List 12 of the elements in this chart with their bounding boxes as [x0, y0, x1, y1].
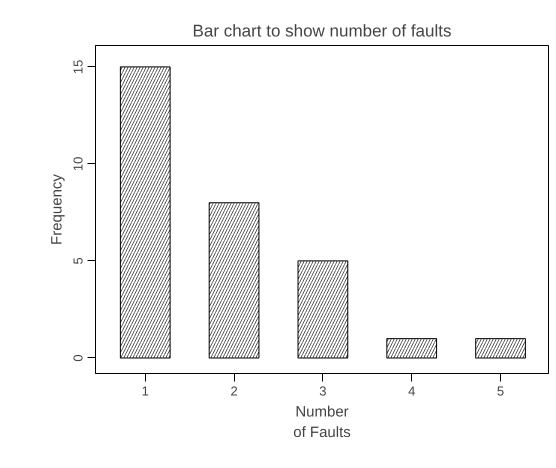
x-tick-label: 1	[142, 384, 149, 398]
y-axis-title: Frequency	[48, 174, 66, 245]
chart-title: Bar chart to show number of faults	[192, 22, 452, 40]
y-tick-label: 10	[70, 156, 86, 172]
x-tick-label: 2	[230, 384, 238, 398]
y-tick-label: 15	[70, 60, 86, 74]
x-axis-title: Number of Faults	[293, 404, 351, 441]
y-tick-label: 0	[70, 354, 86, 362]
x-tick-label: 5	[496, 384, 504, 398]
x-tick-label: 4	[408, 384, 416, 398]
x-tick-label: 3	[319, 384, 327, 398]
y-tick-label: 5	[70, 257, 86, 265]
